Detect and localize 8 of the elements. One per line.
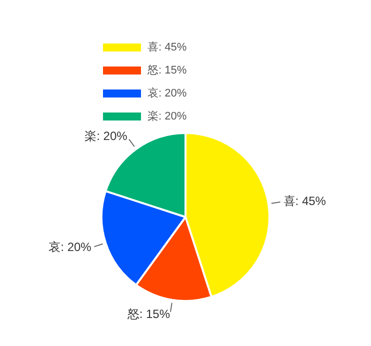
slice-label: 哀: 20% (48, 240, 92, 254)
legend-label: 楽: 20% (148, 110, 187, 123)
slice-label: 喜: 45% (283, 194, 326, 208)
legend-label: 喜: 45% (148, 40, 187, 54)
legend-label: 怒: 15% (146, 64, 187, 77)
legend-label: 哀: 20% (148, 86, 187, 100)
slice-label: 怒: 15% (126, 307, 170, 322)
slice-label: 楽: 20% (84, 129, 128, 144)
